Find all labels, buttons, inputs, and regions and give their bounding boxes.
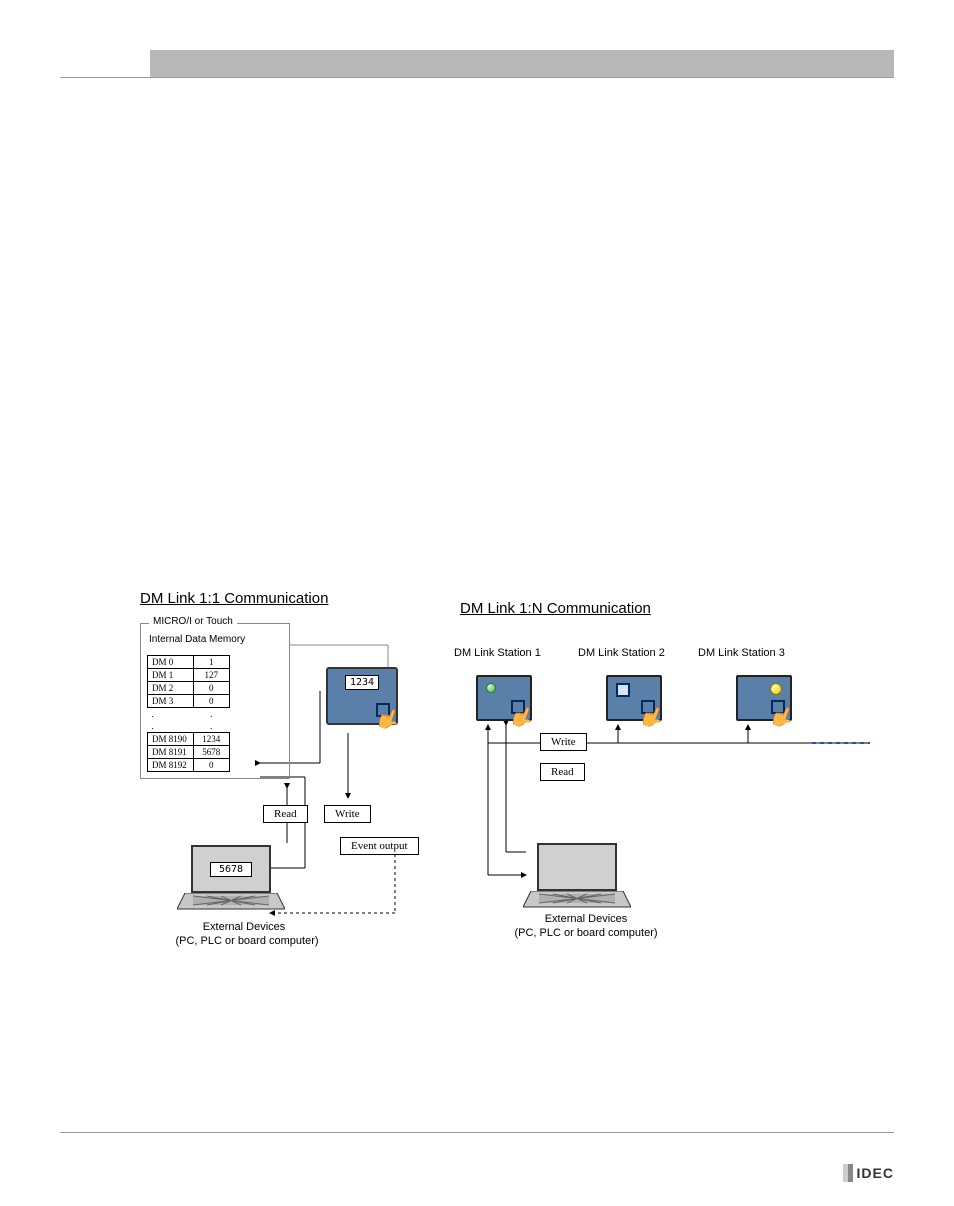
- station1-label: DM Link Station 1: [454, 647, 541, 659]
- dm-table: DM 01DM 1127DM 20DM 30....DM 81901234DM …: [147, 655, 230, 772]
- dm-val: 0: [193, 682, 229, 695]
- dm-addr: DM 8192: [148, 759, 194, 772]
- right-read-label: Read: [540, 763, 585, 781]
- diagram-area: DM Link 1:1 Communication: [140, 590, 860, 1010]
- square-icon: [616, 683, 630, 697]
- dm-addr: DM 0: [148, 656, 194, 669]
- dm-addr: DM 3: [148, 695, 194, 708]
- dm-val: 127: [193, 669, 229, 682]
- diagram-left: DM Link 1:1 Communication: [140, 590, 440, 943]
- fieldset-label: MICRO/I or Touch: [149, 616, 237, 627]
- laptop-base: [177, 893, 285, 909]
- right-title: DM Link 1:N Communication: [460, 600, 860, 617]
- dm-addr: .: [148, 720, 194, 733]
- header-left-blank: [60, 50, 150, 78]
- page-header: [60, 50, 894, 78]
- screen-value: 1234: [345, 675, 379, 690]
- dm-addr: DM 1: [148, 669, 194, 682]
- logo-mark-icon: [843, 1164, 853, 1182]
- right-caption2: (PC, PLC or board computer): [486, 927, 686, 939]
- event-label: Event output: [340, 837, 419, 855]
- dm-val: 5678: [193, 746, 229, 759]
- dm-val: .: [193, 708, 229, 721]
- dm-val: 0: [193, 759, 229, 772]
- footer-logo-text: IDEC: [857, 1165, 894, 1181]
- write-label: Write: [324, 805, 371, 823]
- left-caption1: External Devices: [144, 921, 344, 933]
- header-gray-bar: [150, 50, 894, 78]
- dm-val: 1: [193, 656, 229, 669]
- station2-label: DM Link Station 2: [578, 647, 665, 659]
- dm-val: 0: [193, 695, 229, 708]
- lamp-yellow-icon: [770, 683, 782, 695]
- left-caption2: (PC, PLC or board computer): [132, 935, 362, 947]
- laptop-screen: [537, 843, 617, 891]
- dm-addr: DM 8191: [148, 746, 194, 759]
- read-label: Read: [263, 805, 308, 823]
- right-write-label: Write: [540, 733, 587, 751]
- diagram-right: DM Link 1:N Communication DM Link Statio…: [460, 600, 860, 977]
- footer-logo: IDEC: [843, 1164, 894, 1182]
- laptop-left: 5678: [176, 845, 286, 909]
- lamp-green-icon: [486, 683, 496, 693]
- left-title: DM Link 1:1 Communication: [140, 590, 440, 607]
- right-caption1: External Devices: [506, 913, 666, 925]
- laptop-value: 5678: [210, 862, 252, 877]
- laptop-base: [523, 891, 631, 907]
- dm-val: .: [193, 720, 229, 733]
- dm-addr: DM 2: [148, 682, 194, 695]
- footer-rule: [60, 1132, 894, 1156]
- memory-fieldset: MICRO/I or Touch Internal Data Memory DM…: [140, 623, 290, 779]
- mem-label: Internal Data Memory: [149, 634, 289, 645]
- dm-addr: DM 8190: [148, 733, 194, 746]
- dm-val: 1234: [193, 733, 229, 746]
- laptop-right: [522, 843, 632, 907]
- laptop-screen: 5678: [191, 845, 271, 893]
- dm-addr: .: [148, 708, 194, 721]
- station3-label: DM Link Station 3: [698, 647, 785, 659]
